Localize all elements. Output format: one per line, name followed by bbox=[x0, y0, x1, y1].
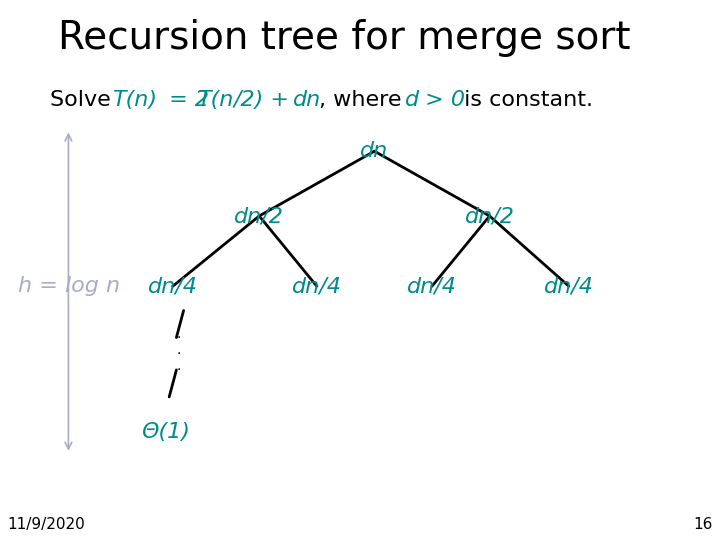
Text: dn/4: dn/4 bbox=[148, 276, 198, 296]
Text: , where: , where bbox=[319, 90, 408, 110]
Text: 16: 16 bbox=[693, 517, 713, 532]
Text: ·
·
·: · · · bbox=[176, 330, 181, 377]
Text: is constant.: is constant. bbox=[457, 90, 593, 110]
Text: T(n): T(n) bbox=[112, 90, 157, 110]
Text: /2) +: /2) + bbox=[234, 90, 297, 110]
Text: > 0: > 0 bbox=[418, 90, 465, 110]
Text: dn: dn bbox=[360, 141, 389, 161]
Text: = 2: = 2 bbox=[162, 90, 209, 110]
Text: Θ(1): Θ(1) bbox=[141, 422, 190, 442]
Text: 11/9/2020: 11/9/2020 bbox=[7, 517, 85, 532]
Text: dn/4: dn/4 bbox=[407, 276, 457, 296]
Text: Recursion tree for merge sort: Recursion tree for merge sort bbox=[58, 19, 630, 57]
Text: dn/2: dn/2 bbox=[464, 206, 515, 226]
Text: Solve: Solve bbox=[50, 90, 118, 110]
Text: h = log n: h = log n bbox=[18, 276, 120, 296]
Text: dn/2: dn/2 bbox=[234, 206, 284, 226]
Text: dn/4: dn/4 bbox=[544, 276, 594, 296]
Text: T(n: T(n bbox=[197, 90, 234, 110]
Text: d: d bbox=[405, 90, 419, 110]
Text: dn: dn bbox=[293, 90, 321, 110]
Text: dn/4: dn/4 bbox=[292, 276, 342, 296]
